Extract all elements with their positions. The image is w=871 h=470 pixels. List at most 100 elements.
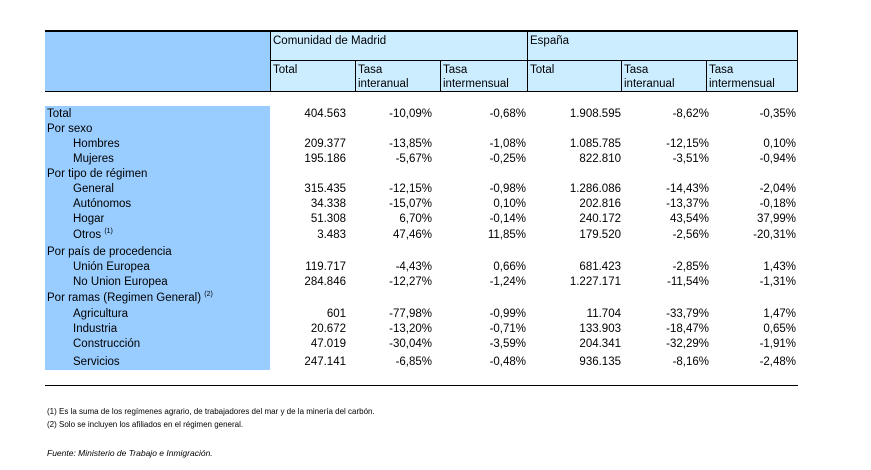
- madrid-total: 209.377: [304, 138, 346, 150]
- espana-interanual: -14,43%: [666, 183, 709, 195]
- espana-total: 204.341: [579, 338, 621, 350]
- source-note: Fuente: Ministerio de Trabajo e Inmigrac…: [47, 448, 213, 458]
- madrid-interanual: -13,85%: [389, 138, 432, 150]
- header-divider: [706, 60, 707, 92]
- madrid-interanual: -13,20%: [389, 323, 432, 335]
- madrid-interanual: -12,15%: [389, 183, 432, 195]
- madrid-interanual: -5,67%: [395, 153, 432, 165]
- espana-total: 1.085.785: [569, 138, 621, 150]
- madrid-total: 20.672: [310, 323, 346, 335]
- madrid-interanual: -10,09%: [389, 108, 432, 120]
- madrid-intermensual: 0,10%: [493, 198, 526, 210]
- espana-total: 240.172: [579, 213, 621, 225]
- table-row: Por tipo de régimen: [0, 167, 871, 182]
- espana-intermensual: -1,91%: [759, 338, 796, 350]
- madrid-interanual: -6,85%: [395, 356, 432, 368]
- row-label-column: [45, 106, 270, 370]
- espana-intermensual: -2,48%: [759, 356, 796, 368]
- row-label: Por sexo: [47, 123, 93, 135]
- header-divider: [270, 30, 271, 92]
- header-label-cell: [45, 30, 270, 92]
- espana-total: 681.423: [579, 261, 621, 273]
- madrid-intermensual: -0,14%: [489, 213, 526, 225]
- table-row: Por país de procedencia: [0, 245, 871, 260]
- table-row: Autónomos 34.338 -15,07% 0,10% 202.816 -…: [0, 197, 871, 212]
- header-divider: [797, 30, 798, 92]
- table-row: Construcción 47.019 -30,04% -3,59% 204.3…: [0, 337, 871, 352]
- footnote-ref: (2): [204, 291, 213, 299]
- madrid-intermensual: -0,98%: [489, 183, 526, 195]
- espana-intermensual: 0,10%: [763, 138, 796, 150]
- table-row: Por ramas (Regimen General) (2): [0, 291, 871, 306]
- row-label: Hogar: [73, 213, 105, 225]
- madrid-intermensual: -0,68%: [489, 108, 526, 120]
- header-mid-rule: [270, 60, 798, 61]
- madrid-total: 315.435: [304, 183, 346, 195]
- table-row: Hogar 51.308 6,70% -0,14% 240.172 43,54%…: [0, 212, 871, 227]
- row-label: Total: [47, 108, 72, 120]
- header-divider: [440, 60, 441, 92]
- espana-interanual: -32,29%: [666, 338, 709, 350]
- madrid-total: 195.186: [304, 153, 346, 165]
- espana-total: 1.908.595: [569, 108, 621, 120]
- header-columns-cell: [270, 30, 798, 92]
- col-header-espana-total: Total: [530, 64, 555, 76]
- madrid-total: 119.717: [305, 261, 346, 273]
- madrid-total: 284.846: [304, 276, 346, 288]
- top-rule: [45, 30, 798, 32]
- row-label: Hombres: [73, 138, 120, 150]
- table-row: General 315.435 -12,15% -0,98% 1.286.086…: [0, 182, 871, 197]
- madrid-intermensual: -1,08%: [489, 138, 526, 150]
- espana-interanual: -2,85%: [672, 261, 709, 273]
- espana-total: 1.227.171: [569, 276, 621, 288]
- espana-interanual: -11,54%: [667, 276, 709, 288]
- madrid-total: 404.563: [304, 108, 346, 120]
- madrid-intermensual: -0,25%: [489, 153, 526, 165]
- madrid-intermensual: 11,85%: [487, 229, 526, 241]
- espana-interanual: -13,37%: [666, 198, 709, 210]
- row-label: Unión Europea: [73, 261, 150, 273]
- footnote-2: (2) Solo se incluyen los afiliados en el…: [47, 420, 244, 429]
- table-row: Total 404.563 -10,09% -0,68% 1.908.595 -…: [0, 107, 871, 122]
- madrid-interanual: 47,46%: [392, 229, 432, 241]
- table-row: No Union Europea 284.846 -12,27% -1,24% …: [0, 275, 871, 290]
- espana-intermensual: -2,04%: [759, 183, 796, 195]
- espana-interanual: -12,15%: [666, 138, 709, 150]
- col-header-espana-intermensual: Tasa intermensual: [709, 63, 779, 92]
- table-row: Otros (1) 3.483 47,46% 11,85% 179.520 -2…: [0, 228, 871, 243]
- espana-intermensual: -0,35%: [759, 108, 796, 120]
- table-row: Unión Europea 119.717 -4,43% 0,66% 681.4…: [0, 260, 871, 275]
- row-label: Por ramas (Regimen General) (2): [47, 291, 213, 304]
- row-label: Construcción: [73, 338, 141, 350]
- espana-intermensual: 0,65%: [763, 323, 796, 335]
- col-header-espana-interanual: Tasa interanual: [624, 63, 679, 92]
- madrid-total: 47.019: [310, 338, 346, 350]
- espana-total: 133.903: [579, 323, 621, 335]
- espana-intermensual: -1,31%: [759, 276, 796, 288]
- espana-intermensual: 1,47%: [763, 308, 796, 320]
- madrid-total: 247.141: [304, 356, 346, 368]
- madrid-interanual: -4,43%: [395, 261, 432, 273]
- group-header-espana: España: [530, 35, 570, 47]
- row-label: Servicios: [73, 356, 120, 368]
- espana-intermensual: 1,43%: [763, 261, 796, 273]
- madrid-total: 3.483: [317, 229, 346, 241]
- madrid-interanual: -12,27%: [389, 276, 432, 288]
- espana-interanual: -2,56%: [672, 229, 709, 241]
- madrid-intermensual: -0,48%: [489, 356, 526, 368]
- madrid-intermensual: 0,66%: [493, 261, 526, 273]
- row-label: Otros (1): [73, 228, 113, 241]
- espana-intermensual: 37,99%: [756, 213, 796, 225]
- madrid-intermensual: -0,99%: [489, 308, 526, 320]
- madrid-interanual: -15,07%: [389, 198, 432, 210]
- col-header-madrid-intermensual: Tasa intermensual: [443, 63, 513, 92]
- table-row: Por sexo: [0, 122, 871, 137]
- header-divider: [527, 30, 528, 92]
- madrid-intermensual: -1,24%: [489, 276, 526, 288]
- row-label: Industria: [73, 323, 118, 335]
- header-divider: [621, 60, 622, 92]
- header-bottom-rule: [45, 91, 798, 92]
- header-divider: [355, 60, 356, 92]
- espana-total: 936.135: [579, 356, 621, 368]
